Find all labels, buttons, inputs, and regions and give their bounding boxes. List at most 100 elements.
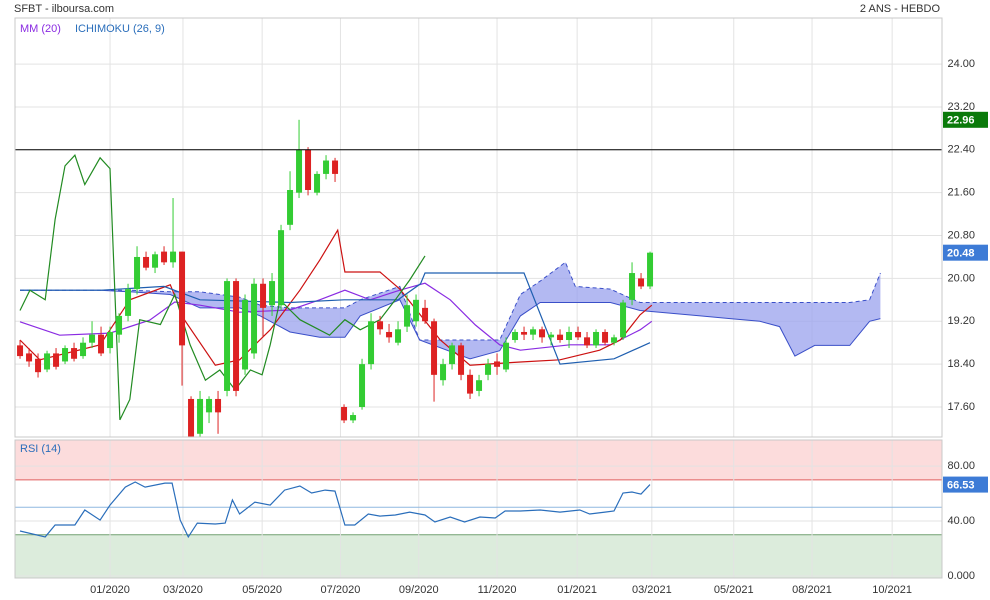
candle-body: [26, 353, 33, 362]
candle-body: [422, 307, 429, 322]
y-tick-label: 21.60: [947, 187, 975, 199]
candle-body: [98, 334, 105, 354]
legend-entry: ICHIMOKU (26, 9): [75, 23, 165, 35]
price-tag: [943, 111, 988, 128]
x-tick-label: 05/2021: [714, 584, 754, 596]
x-tick-label: 11/2020: [478, 584, 517, 596]
legend-entry: MM (20): [20, 23, 61, 35]
candle-body: [584, 337, 591, 346]
candle-body: [134, 256, 141, 290]
candle-body: [575, 331, 582, 338]
candle-body: [188, 398, 195, 437]
candle-body: [350, 415, 357, 421]
y-tick-label: 20.80: [947, 229, 975, 241]
candle-body: [530, 329, 537, 335]
y-tick-label: 18.40: [947, 358, 975, 370]
candle-body: [548, 334, 555, 338]
candle-body: [629, 273, 636, 300]
candle-body: [125, 289, 132, 316]
indicator-line: [19, 228, 653, 366]
candle-body: [197, 398, 204, 434]
y-tick-label: 0.000: [947, 570, 975, 582]
price-tag-label: 22.96: [947, 115, 975, 127]
y-tick-label: 17.60: [947, 401, 975, 413]
candle-body: [566, 331, 573, 341]
candle-body: [305, 149, 312, 190]
price-tag: [943, 244, 988, 261]
candle-body: [467, 374, 474, 394]
x-tick-label: 03/2020: [163, 584, 203, 596]
candle-body: [143, 256, 150, 268]
candle-body: [296, 149, 303, 193]
candle-body: [278, 230, 285, 306]
span-a-line: [20, 261, 881, 341]
y-tick-label: 19.20: [947, 315, 975, 327]
candle-body: [323, 160, 330, 174]
candle-body: [242, 299, 249, 370]
candle-body: [269, 281, 276, 306]
candle-body: [35, 358, 42, 373]
candle-body: [170, 251, 177, 263]
oversold-zone: [15, 534, 942, 578]
y-tick-label: 22.40: [947, 144, 975, 156]
candle-body: [359, 364, 366, 407]
candle-body: [647, 252, 654, 287]
x-tick-label: 01/2021: [557, 584, 597, 596]
candle-body: [539, 329, 546, 338]
candle-body: [107, 331, 114, 349]
candle-body: [395, 329, 402, 343]
candle-body: [80, 342, 87, 357]
candle-body: [62, 348, 69, 362]
value-tag: [943, 476, 988, 493]
candle-body: [638, 278, 645, 287]
chart-subtitle: 2 ANS - HEBDO: [860, 3, 941, 15]
indicator-line: [20, 272, 651, 365]
candle-body: [215, 398, 222, 413]
candle-body: [332, 160, 339, 174]
y-tick-label: 24.00: [947, 58, 975, 70]
candle-body: [341, 406, 348, 421]
y-tick-label: 80.00: [947, 460, 975, 472]
span-b-line: [20, 289, 881, 360]
candle-body: [557, 334, 564, 341]
panel-frame: [14, 17, 943, 438]
chart-title: SFBT - ilboursa.com: [14, 3, 114, 15]
candle-body: [494, 361, 501, 367]
indicator-line: [19, 154, 426, 421]
x-tick-label: 10/2021: [872, 584, 912, 596]
candle-body: [386, 331, 393, 338]
candle-body: [458, 345, 465, 375]
price-tag-label: 20.48: [947, 248, 975, 260]
y-tick-label: 20.00: [947, 272, 975, 284]
candle-body: [602, 331, 609, 343]
overbought-zone: [15, 440, 942, 480]
candle-body: [521, 331, 528, 335]
candle-body: [512, 331, 519, 341]
candle-body: [404, 305, 411, 327]
rsi-line: [19, 481, 651, 539]
y-tick-label: 40.00: [947, 515, 975, 527]
candle-body: [251, 283, 258, 354]
candle-body: [89, 334, 96, 343]
candle-body: [593, 331, 600, 346]
candle-body: [620, 302, 627, 338]
candle-body: [485, 364, 492, 375]
candle-body: [449, 345, 456, 365]
candle-body: [413, 299, 420, 322]
candle-body: [368, 321, 375, 365]
candle-body: [611, 337, 618, 343]
x-tick-label: 09/2020: [399, 584, 439, 596]
candle-body: [503, 342, 510, 370]
candle-body: [224, 281, 231, 391]
candle-body: [152, 254, 159, 268]
candle-body: [440, 364, 447, 381]
plot-area: [17, 119, 881, 437]
ichimoku-cloud: [20, 262, 881, 359]
candle-body: [233, 281, 240, 391]
x-tick-label: 08/2021: [792, 584, 832, 596]
x-tick-label: 05/2020: [242, 584, 282, 596]
x-tick-label: 07/2020: [321, 584, 361, 596]
panel-frame: [14, 439, 943, 579]
candle-body: [44, 353, 51, 370]
